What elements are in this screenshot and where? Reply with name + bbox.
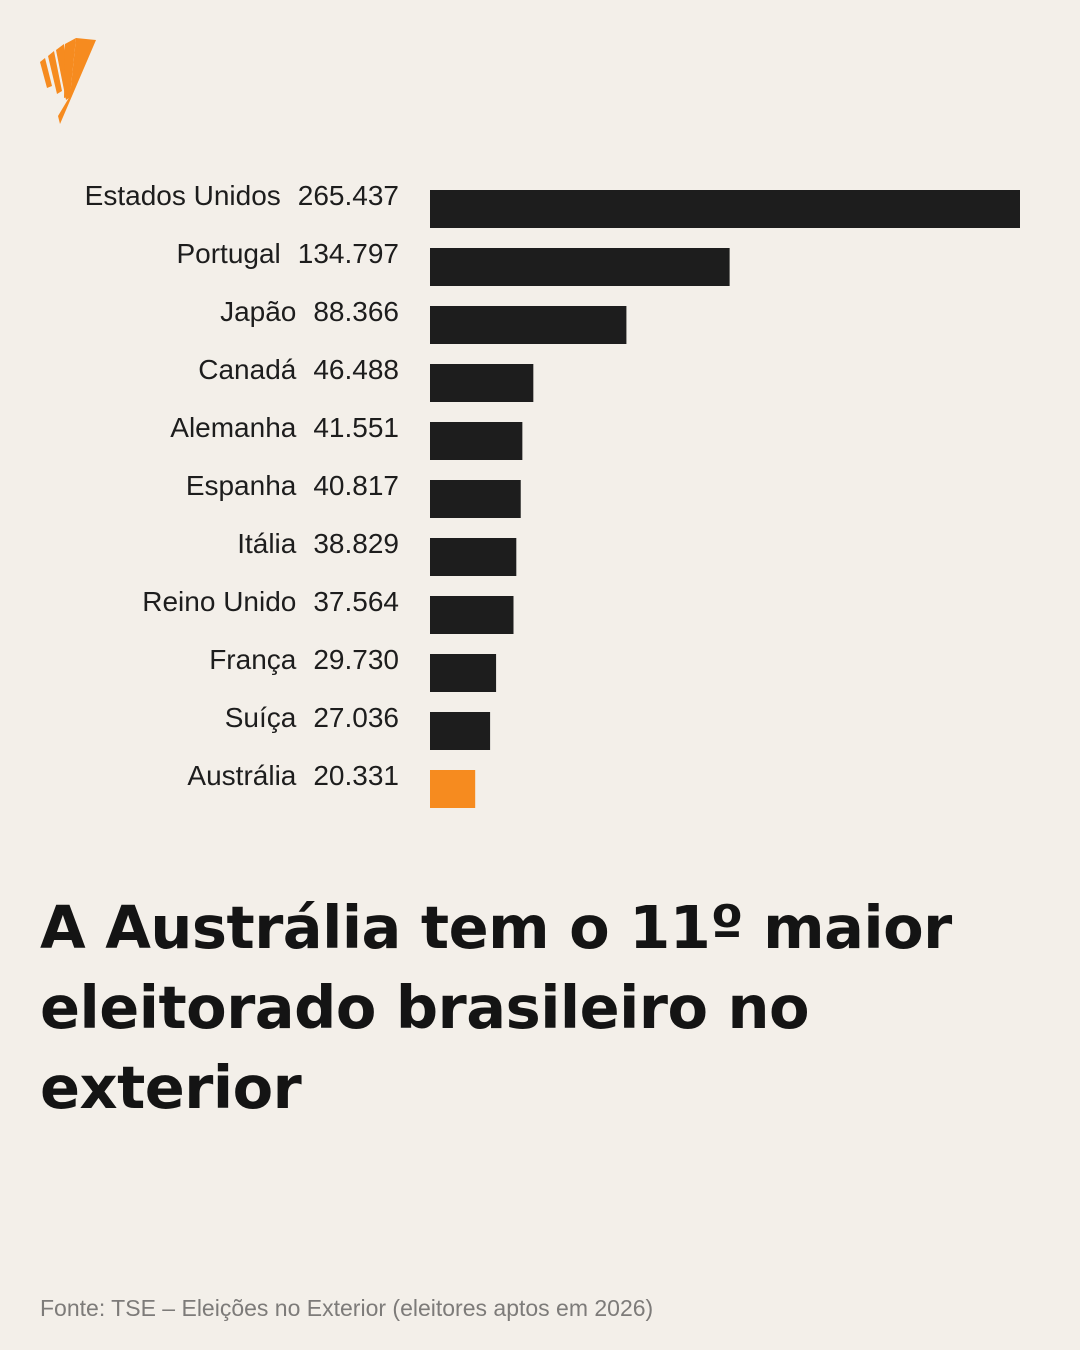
headline: A Austrália tem o 11º maior eleitorado b… [40,893,952,1122]
source-note: Fonte: TSE – Eleições no Exterior (eleit… [40,1295,654,1321]
category-label: Portugal [176,238,280,269]
value-label: 37.564 [313,586,399,617]
sbs-logo-icon [40,38,96,124]
value-label: 134.797 [298,238,399,269]
bar-7 [430,596,514,634]
bar-2 [430,306,627,344]
bar-6 [430,538,517,576]
value-label: 265.437 [298,180,399,211]
value-label: 40.817 [313,470,399,501]
category-label: Canadá [198,354,297,385]
value-label: 29.730 [313,644,399,675]
bar-0 [430,190,1020,228]
category-label: Alemanha [170,412,297,443]
category-label: Suíça [225,702,297,733]
value-label: 27.036 [313,702,399,733]
value-label: 88.366 [313,296,399,327]
value-label: 20.331 [313,760,399,791]
bar-4 [430,422,523,460]
category-label: Japão [220,296,296,327]
category-label: Itália [237,528,297,559]
bar-1 [430,248,730,286]
value-label: 41.551 [313,412,399,443]
category-label: Estados Unidos [85,180,281,211]
bar-8 [430,654,497,692]
bar-3 [430,364,534,402]
bar-10 [430,770,476,808]
category-label: Espanha [186,470,297,501]
bar-5 [430,480,521,518]
category-label: Austrália [187,760,296,791]
bar-9 [430,712,491,750]
bar-chart: 265.437 Estados Unidos 134.797 Portugal 88.3… [85,180,1020,808]
value-label: 38.829 [313,528,399,559]
category-label: França [209,644,297,675]
category-label: Reino Unido [142,586,296,617]
value-label: 46.488 [313,354,399,385]
